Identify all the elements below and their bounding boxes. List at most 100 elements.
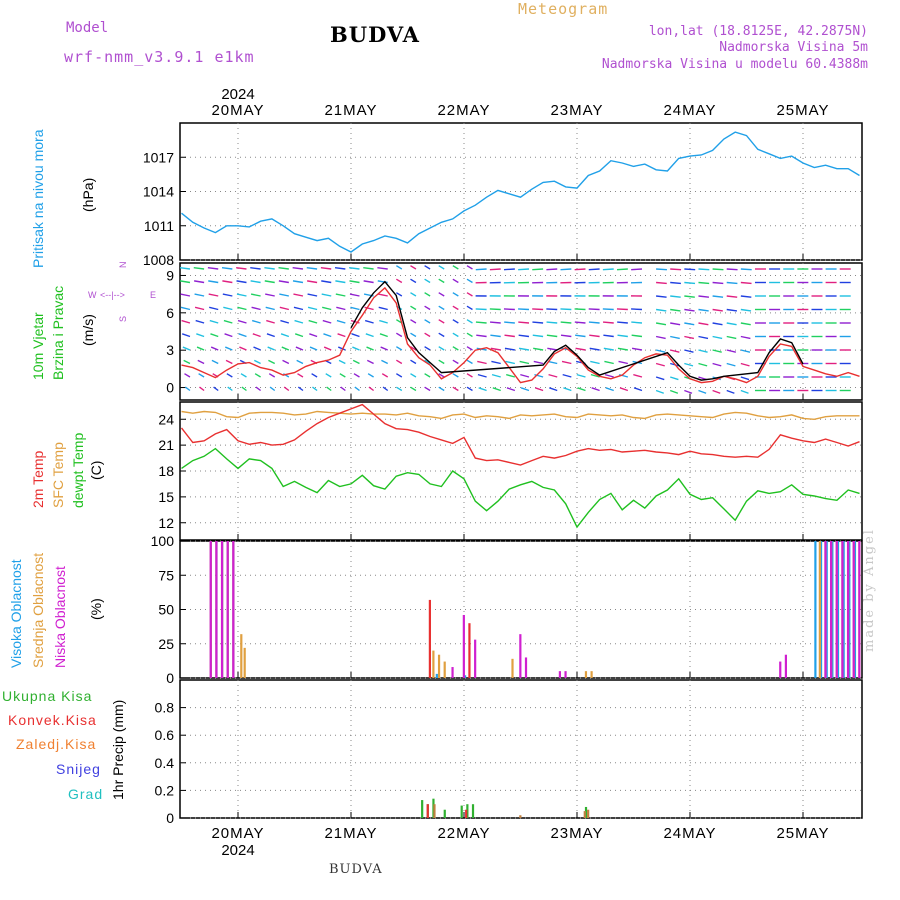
wind-arrow	[684, 268, 696, 271]
y-tick-label: 15	[158, 489, 174, 505]
y-tick-label: 12	[158, 515, 174, 531]
x-tick-label-bottom: 23MAY	[550, 825, 603, 842]
wind-arrow	[490, 334, 501, 338]
bar-Niska Oblacnost	[564, 671, 567, 678]
wind-arrow	[335, 293, 346, 297]
wind-arrow	[631, 308, 643, 311]
wind-arrow	[195, 319, 205, 324]
wind-arrow	[225, 346, 233, 351]
wind-arrow	[605, 387, 614, 392]
wind-arrow	[266, 319, 275, 324]
bar-Niska Oblacnost	[858, 541, 861, 678]
wind-arrow	[740, 349, 751, 353]
wind-arrow	[208, 293, 219, 297]
wind-arrow	[589, 334, 600, 338]
series-line-2m Temp	[180, 403, 860, 466]
bar-Visoka Oblacnost	[853, 541, 857, 678]
wind-arrow	[265, 306, 275, 311]
wind-arrow	[560, 321, 572, 324]
wind-arrow	[280, 319, 290, 324]
wind-arrow	[655, 349, 666, 353]
wind-arrow	[194, 280, 205, 284]
bar-Niska Oblacnost	[824, 541, 827, 678]
wind-arrow	[518, 321, 530, 324]
wind-arrow	[221, 266, 233, 270]
wind-arrow	[364, 319, 374, 324]
wind-arrow	[505, 360, 515, 365]
wind-arrow	[670, 376, 679, 381]
wind-arrow	[618, 360, 628, 365]
bar-Konvek.Kisa	[426, 804, 429, 818]
wind-arrow	[222, 280, 233, 284]
wind-arrow	[166, 294, 176, 296]
wind-arrow	[395, 373, 403, 378]
bar-Konvek	[428, 599, 431, 678]
wind-arrow	[518, 347, 530, 351]
wind-arrow	[267, 346, 275, 351]
wind-arrow	[602, 268, 614, 271]
wind-arrow	[546, 334, 558, 338]
bar-Ukupna Kisa	[466, 804, 469, 818]
bar-Niska Oblacnost	[232, 541, 235, 678]
wind-arrow	[562, 373, 572, 378]
wind-arrow	[505, 373, 516, 378]
wind-arrow	[410, 292, 417, 297]
wind-arrow	[325, 373, 332, 378]
wind-arrow	[589, 347, 600, 351]
wind-arrow	[490, 347, 501, 351]
x-tick-label-top: 21MAY	[324, 102, 377, 119]
wind-arrow	[251, 319, 261, 324]
wind-arrow	[602, 308, 614, 311]
wind-arrow	[241, 386, 247, 392]
wind-arrow	[395, 346, 403, 351]
wind-arrow	[452, 386, 459, 392]
wind-arrow	[321, 293, 332, 297]
wind-arrow	[504, 347, 515, 351]
wind-arrow	[252, 333, 261, 338]
wind-arrow	[380, 346, 388, 351]
wind-arrow	[452, 292, 459, 297]
wind-arrow	[575, 347, 586, 351]
wind-arrow	[740, 281, 752, 285]
wind-arrow	[424, 359, 431, 365]
bar-Srednja Oblacnost	[590, 671, 593, 678]
panel-pressure	[179, 122, 863, 261]
bar-Ukupna Kisa	[471, 804, 475, 818]
wind-arrow	[266, 333, 275, 338]
wind-arrow	[740, 362, 750, 367]
wind-arrow	[726, 389, 735, 394]
panel-frame	[179, 679, 863, 819]
wind-arrow	[740, 335, 751, 340]
wind-arrow	[684, 335, 695, 340]
wind-arrow	[334, 266, 346, 270]
wind-arrow	[351, 333, 360, 338]
wind-arrow	[297, 386, 304, 392]
wind-arrow	[197, 359, 205, 365]
wind-arrow	[196, 346, 205, 351]
wind-arrow	[504, 334, 515, 338]
wind-arrow	[306, 266, 318, 270]
wind-arrow	[438, 359, 445, 365]
wind-arrow	[452, 305, 459, 311]
wind-arrow	[283, 386, 290, 392]
bar-Srednja Oblacnost	[240, 634, 243, 678]
bar-Srednja Oblacnost	[432, 650, 435, 678]
wind-arrow	[603, 347, 614, 351]
wind-arrow	[250, 280, 261, 284]
wind-arrow	[424, 386, 431, 392]
y-tick-label: 21	[158, 437, 174, 453]
y-tick-label: 1008	[143, 252, 174, 268]
wind-arrow	[297, 373, 304, 378]
wind-arrow	[281, 346, 290, 351]
wind-arrow	[349, 266, 360, 270]
wind-arrow	[226, 373, 233, 378]
wind-arrow	[560, 308, 572, 311]
wind-arrow	[655, 322, 667, 326]
wind-arrow	[452, 319, 459, 324]
wind-arrow	[466, 265, 473, 270]
wind-arrow	[424, 332, 431, 338]
wind-arrow	[340, 386, 346, 392]
wind-arrow	[684, 295, 695, 298]
bar-Srednja Oblacnost	[584, 671, 588, 678]
wind-arrow	[180, 267, 191, 270]
